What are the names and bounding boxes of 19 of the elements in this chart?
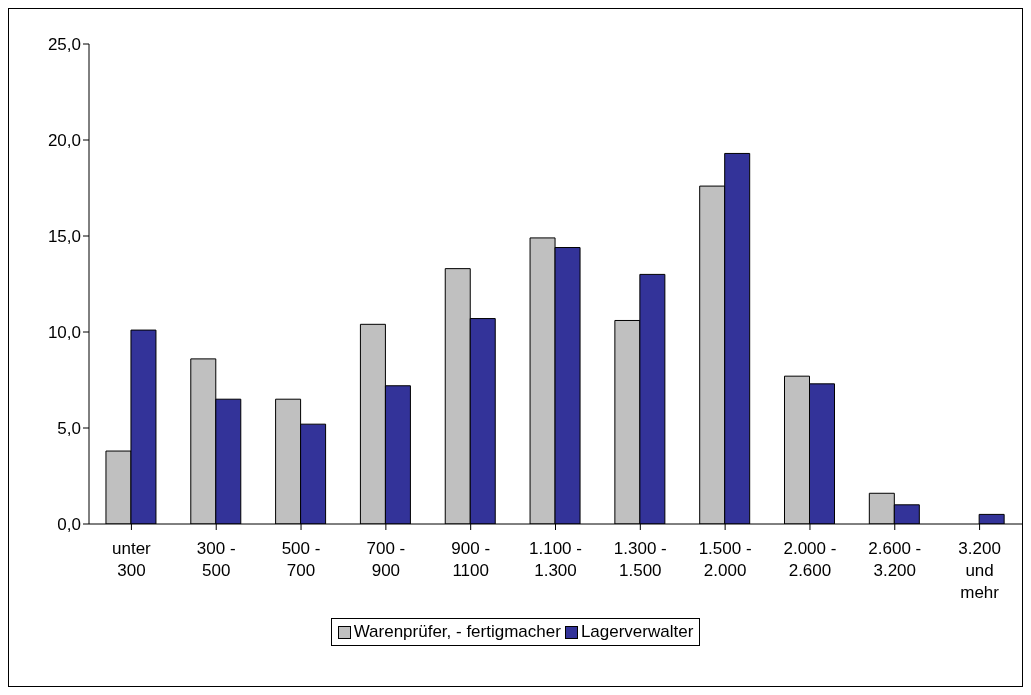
- x-tick-label: 2.000 - 2.600: [783, 539, 837, 580]
- y-tick-label: 5,0: [57, 419, 81, 439]
- y-tick-label: 0,0: [57, 515, 81, 535]
- x-tick-label: 900 - 1100: [451, 539, 491, 580]
- x-tick-label: 500 - 700: [281, 539, 321, 580]
- x-tick-label: 3.200 und mehr: [958, 539, 1001, 602]
- x-tick-label: 300 - 500: [196, 539, 236, 580]
- y-tick-label: 10,0: [47, 323, 81, 343]
- x-tick-label: 2.600 - 3.200: [868, 539, 922, 580]
- x-tick-label: unter 300: [112, 539, 152, 580]
- legend-label: Warenprüfer, - fertigmacher: [353, 622, 561, 642]
- legend-label: Lagerverwalter: [580, 622, 694, 642]
- y-tick-label: 20,0: [47, 131, 81, 151]
- x-tick-label: 700 - 900: [366, 539, 406, 580]
- x-tick-label: 1.300 - 1.500: [613, 539, 667, 580]
- y-tick-label: 15,0: [47, 227, 81, 247]
- x-tick-label: 1.500 - 2.000: [698, 539, 752, 580]
- y-tick-label: 25,0: [47, 35, 81, 55]
- x-tick-label: 1.100 - 1.300: [529, 539, 582, 580]
